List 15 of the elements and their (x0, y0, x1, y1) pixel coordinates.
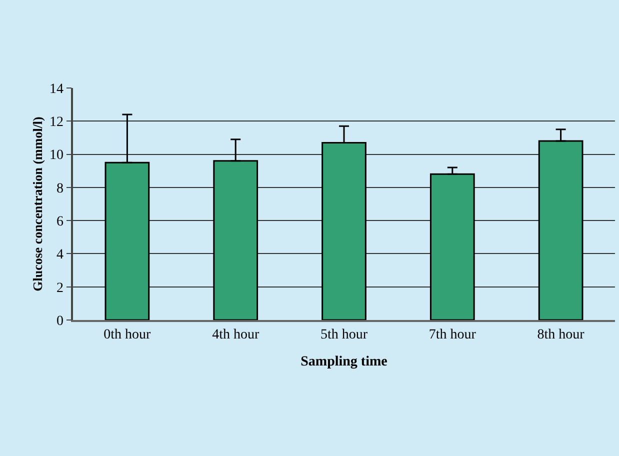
y-tick-label: 14 (49, 82, 64, 97)
x-axis-title: Sampling time (300, 354, 388, 370)
y-tick-label: 8 (56, 181, 64, 196)
y-tick-label: 6 (56, 214, 64, 230)
x-tick-label: 4th hour (212, 328, 260, 343)
y-axis-title: Glucose concentration (mmol/l) (30, 116, 45, 292)
x-tick-label: 7th hour (428, 328, 476, 343)
y-tick-label: 10 (49, 148, 64, 164)
y-tick-label: 12 (49, 115, 64, 130)
x-tick-label: 0th hour (104, 328, 152, 343)
y-tick-label: 2 (56, 280, 64, 296)
y-tick-label: 0 (56, 314, 64, 329)
y-tick-label: 4 (56, 248, 64, 263)
x-tick-label: 5th hour (320, 328, 368, 343)
x-tick-label: 8th hour (537, 328, 585, 343)
